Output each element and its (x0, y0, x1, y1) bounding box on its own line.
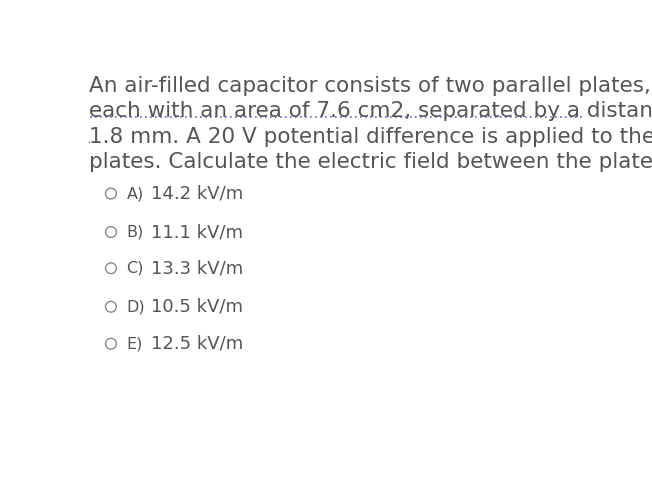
Text: E): E) (126, 336, 143, 351)
Text: C): C) (126, 261, 144, 276)
Text: 10.5 kV/m: 10.5 kV/m (151, 298, 243, 316)
Text: plates. Calculate the electric field between the plates.: plates. Calculate the electric field bet… (89, 152, 652, 172)
Text: 12.5 kV/m: 12.5 kV/m (151, 335, 243, 353)
Text: A): A) (126, 186, 143, 201)
Text: 11.1 kV/m: 11.1 kV/m (151, 223, 243, 241)
Text: D): D) (126, 299, 145, 314)
Text: An air-filled capacitor consists of two parallel plates,: An air-filled capacitor consists of two … (89, 76, 651, 96)
Text: 14.2 kV/m: 14.2 kV/m (151, 185, 243, 202)
Text: 1.8 mm. A 20 V potential difference is applied to these: 1.8 mm. A 20 V potential difference is a… (89, 126, 652, 147)
Text: 13.3 kV/m: 13.3 kV/m (151, 259, 243, 277)
Text: each with an area of 7.6 cm2, separated by a distance of: each with an area of 7.6 cm2, separated … (89, 101, 652, 121)
Text: B): B) (126, 224, 143, 240)
